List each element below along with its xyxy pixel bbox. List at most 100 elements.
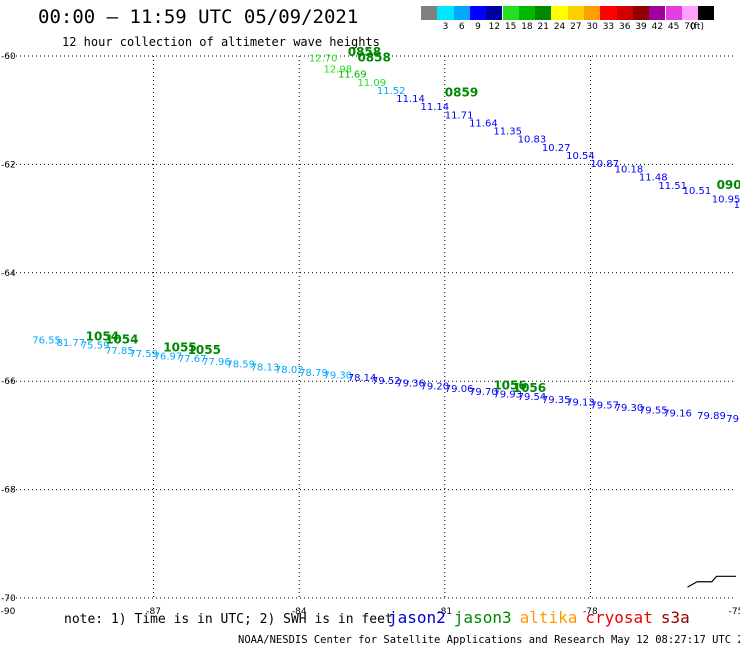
data-label-jason2: 11.51 [658,181,687,192]
data-label-jason2: 11.14 [396,94,425,105]
x-tick-label: -78 [583,607,598,617]
data-label-jason3: 79.06 [445,384,474,395]
legend-label: 33 [602,22,615,32]
x-tick-label: -90 [1,607,16,617]
legend-label: 18 [521,22,533,32]
page-title: 00:00 – 11:59 UTC 05/09/2021 [38,6,359,28]
satellite-jason3: jason3 [453,608,512,627]
data-label-jason3: 81.77 [57,338,86,349]
legend-label: 39 [635,22,647,32]
data-label-jason2: 11.35 [493,127,522,138]
data-label-jason2: 10.87 [590,159,619,170]
data-label-jason2: 12.70 [309,53,338,64]
legend-label: 12 [488,22,501,32]
data-label-jason3: 79.14 [726,414,740,425]
data-label-jason2: 10.51 [683,186,712,197]
x-tick-label: -87 [146,607,161,617]
data-label-jason2: 10.95 [712,194,740,205]
legend-label: 6 [458,22,465,32]
data-label-jason3: 79.54 [518,392,547,403]
data-label-jason3: 78.13 [251,362,280,373]
legend-swatch [421,6,438,20]
data-label-jason3: 79.52 [372,376,401,387]
x-tick-label: -81 [437,607,452,617]
satellite-cryosat: cryosat [585,608,653,627]
data-label-jason3: 75.59 [81,341,110,352]
time-tag-jason3: 1055 [188,343,221,357]
data-label-jason3: 79.55 [639,406,668,417]
time-tag-jason2: 0900 [717,178,740,192]
data-label-jason3: 77.59 [129,349,158,360]
legend-label: 42 [651,22,664,32]
legend-swatch [518,6,536,20]
credit-line: NOAA/NESDIS Center for Satellite Applica… [238,634,740,646]
satellite-altika: altika [519,608,578,627]
legend-swatch [535,6,552,20]
data-label-jason2: 11.52 [377,86,406,97]
satellite-s3a: s3a [660,608,690,627]
time-tag-jason3: 1055 [163,340,196,354]
legend-label: 30 [586,22,598,32]
legend-label: 45 [667,22,680,32]
data-label-jason3: 76.97 [154,352,183,363]
data-label-jason3: 79.57 [590,400,619,411]
data-label-jason3: 79.93 [493,389,522,400]
time-tag-jason3: 1056 [513,381,546,395]
data-label-jason3: 78.14 [348,373,377,384]
footer-note: note: 1) Time is in UTC; 2) SWH is in fe… [64,612,393,627]
legend-label: 9 [475,22,481,32]
legend-label: 15 [504,22,517,32]
data-label-jason3: 79.13 [566,398,595,409]
y-tick-label: -68 [1,486,16,496]
time-tag-jason2: 0858 [357,50,390,64]
y-tick-label: -66 [1,377,16,387]
legend-swatch [486,6,503,20]
y-tick-label: -64 [1,269,16,279]
legend-label: 21 [537,22,549,32]
data-label-jason2: 10.27 [542,143,571,154]
satellite-jason2: jason2 [388,608,446,627]
data-label-jason3: 77.85 [105,346,134,357]
legend-label: 3 [442,22,449,32]
time-tag-jason3: 1056 [493,378,526,392]
data-label-jason2: 11.64 [469,118,498,129]
time-tag-jason3: 1054 [105,332,138,346]
coastline [687,575,736,588]
data-label-jason2: 11.48 [639,173,668,184]
time-tag-jason2: 0859 [445,86,478,100]
data-label-jason3: 79.36 [396,379,425,390]
data-label-jason3: 78.59 [226,360,255,371]
legend-swatch [453,6,470,20]
y-tick-label: -62 [1,160,16,170]
y-tick-label: -70 [1,594,16,604]
legend-swatch [469,6,487,20]
legend-swatch [698,6,715,20]
data-label-jason3: 79.30 [615,403,644,414]
data-label-jason2: 12.98 [323,64,352,75]
time-tag-jason3: 1054 [86,330,119,344]
data-label-jason3: 79.16 [663,408,692,419]
data-label-jason3: 78.02 [275,365,304,376]
page-subtitle: 12 hour collection of altimeter wave hei… [62,35,380,49]
legend-unit: (ft) [690,22,704,32]
data-label-jason2: 10.54 [566,151,595,162]
x-tick-label: -84 [292,607,307,617]
data-label-jason2: 10.83 [518,135,547,146]
data-label-jason3: 79.20 [421,381,450,392]
x-tick-label: -75 [729,607,740,617]
legend-swatch [502,6,519,20]
data-label-jason2: 11.71 [445,110,474,121]
data-label-jason2: 11.69 [338,70,367,81]
data-label-jason2: 11.14 [421,102,450,113]
data-label-jason2: 10.18 [615,165,644,176]
data-label-jason3: 78.79 [299,368,328,379]
legend-swatch [584,6,601,20]
data-label-jason3: 77.96 [202,357,231,368]
data-label-jason3: 76.55 [32,335,61,346]
satellite-key: jason2 jason3 altika cryosat s3a [388,608,698,627]
data-label-jason3: 77.67 [178,354,207,365]
legend-label: 27 [570,22,582,32]
y-tick-label: -60 [1,52,16,62]
data-label-jason3: 79.30 [323,370,352,381]
data-label-jason3: 79.35 [542,395,571,406]
